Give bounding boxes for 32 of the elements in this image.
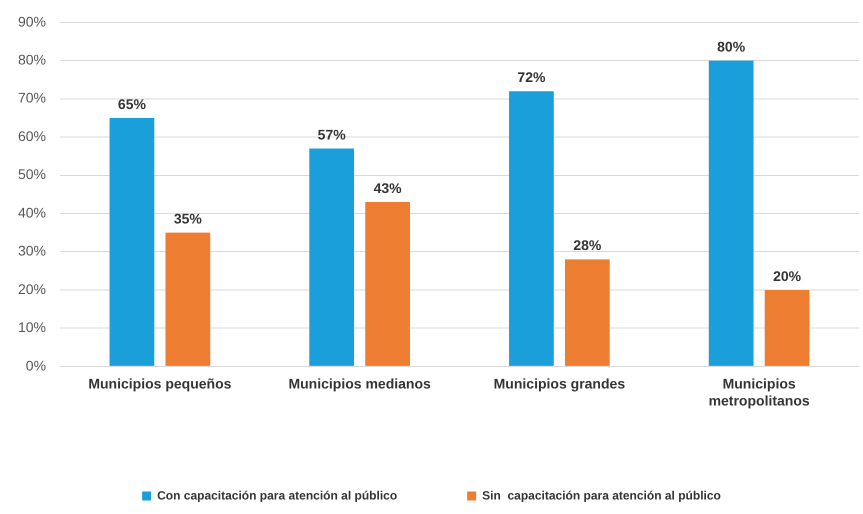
y-tick-label: 40%	[18, 204, 46, 220]
bar	[365, 202, 410, 366]
data-label: 20%	[773, 268, 802, 284]
bar	[309, 148, 354, 366]
y-tick-label: 70%	[18, 90, 46, 106]
data-label: 72%	[517, 69, 546, 86]
y-tick-label: 10%	[18, 319, 46, 336]
x-tick-label: Municipios grandes	[494, 376, 626, 392]
y-tick-label: 30%	[18, 242, 46, 259]
bar	[165, 232, 210, 366]
bar	[509, 91, 554, 366]
y-tick-label: 60%	[18, 128, 46, 144]
data-label: 57%	[318, 126, 346, 142]
bar	[564, 259, 610, 366]
y-tick-label: 50%	[18, 166, 46, 182]
data-label: 80%	[717, 38, 746, 54]
x-tick-label: Municipios medianos	[288, 376, 432, 392]
bar	[110, 118, 154, 366]
bar	[708, 60, 754, 366]
data-label: 28%	[573, 237, 602, 254]
x-tick-label: Municipios metropolitanos	[708, 376, 810, 408]
data-label: 65%	[118, 96, 146, 112]
legend-label: Con capacitación para atención al público	[157, 488, 398, 502]
y-tick-label: 90%	[18, 13, 46, 30]
legend-label: Sin capacitación para atención al público	[482, 488, 721, 502]
y-tick-label: 80%	[18, 51, 46, 68]
data-label: 35%	[174, 210, 202, 226]
data-label: 43%	[374, 180, 402, 196]
x-tick-label: Municipios pequeños	[88, 376, 232, 392]
y-tick-label: 0%	[26, 357, 46, 374]
bar	[764, 290, 810, 366]
y-tick-label: 20%	[18, 280, 46, 297]
